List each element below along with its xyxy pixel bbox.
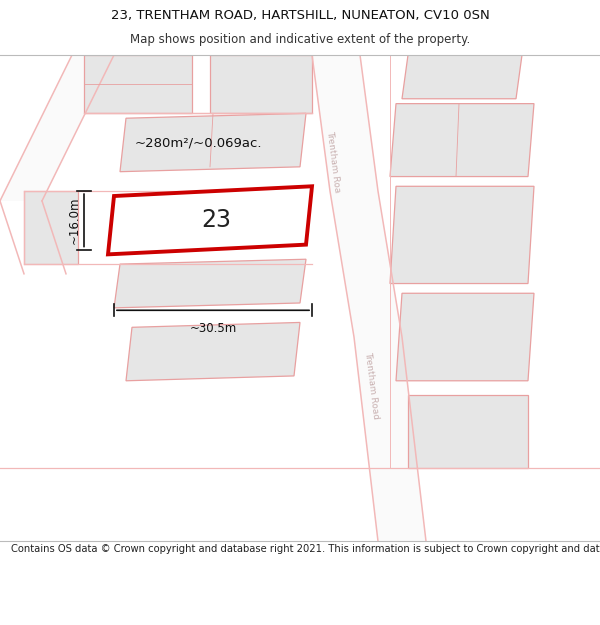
Polygon shape (390, 104, 534, 176)
Polygon shape (84, 55, 192, 113)
Polygon shape (120, 113, 306, 172)
Polygon shape (402, 55, 522, 99)
Polygon shape (0, 55, 114, 201)
Text: 23: 23 (201, 208, 231, 232)
Polygon shape (114, 259, 306, 308)
Text: ~16.0m: ~16.0m (68, 197, 81, 244)
Text: Trentham Road: Trentham Road (364, 351, 380, 420)
Text: Trentham Roa: Trentham Roa (325, 131, 341, 193)
Text: ~30.5m: ~30.5m (190, 322, 236, 336)
Polygon shape (396, 293, 534, 381)
Polygon shape (390, 186, 534, 284)
Text: 23, TRENTHAM ROAD, HARTSHILL, NUNEATON, CV10 0SN: 23, TRENTHAM ROAD, HARTSHILL, NUNEATON, … (110, 9, 490, 22)
Polygon shape (108, 186, 312, 254)
Polygon shape (24, 191, 78, 264)
Polygon shape (408, 396, 528, 468)
Polygon shape (312, 55, 426, 541)
Text: Map shows position and indicative extent of the property.: Map shows position and indicative extent… (130, 33, 470, 46)
Polygon shape (126, 322, 300, 381)
Text: Contains OS data © Crown copyright and database right 2021. This information is : Contains OS data © Crown copyright and d… (11, 544, 600, 554)
Polygon shape (210, 55, 312, 113)
Text: ~280m²/~0.069ac.: ~280m²/~0.069ac. (134, 136, 262, 149)
